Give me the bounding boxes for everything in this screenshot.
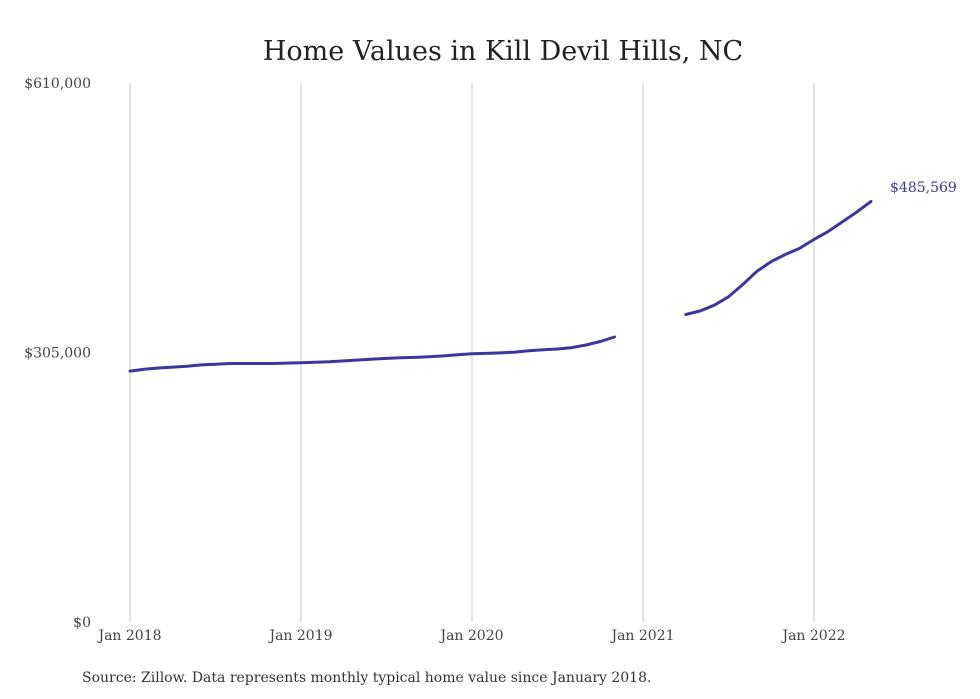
x-tick-label: Jan 2018	[96, 628, 161, 644]
source-note: Source: Zillow. Data represents monthly …	[82, 670, 651, 686]
x-axis: Jan 2018 Jan 2019 Jan 2020 Jan 2021 Jan 2022	[96, 628, 845, 644]
y-tick-label: $610,000	[24, 76, 91, 92]
y-tick-label: $0	[73, 615, 91, 631]
y-axis: $0 $305,000 $610,000	[24, 76, 91, 631]
series-line-segment-2	[684, 199, 873, 316]
end-value-label: $485,569	[890, 180, 957, 196]
y-tick-label: $305,000	[24, 346, 91, 362]
chart-title: Home Values in Kill Devil Hills, NC	[263, 36, 743, 67]
x-tick-label: Jan 2021	[609, 628, 674, 644]
x-tick-label: Jan 2022	[780, 628, 845, 644]
x-tick-label: Jan 2020	[438, 628, 503, 644]
series-line-segment-1	[128, 335, 616, 373]
series-layer	[128, 199, 873, 373]
x-tick-label: Jan 2019	[267, 628, 332, 644]
